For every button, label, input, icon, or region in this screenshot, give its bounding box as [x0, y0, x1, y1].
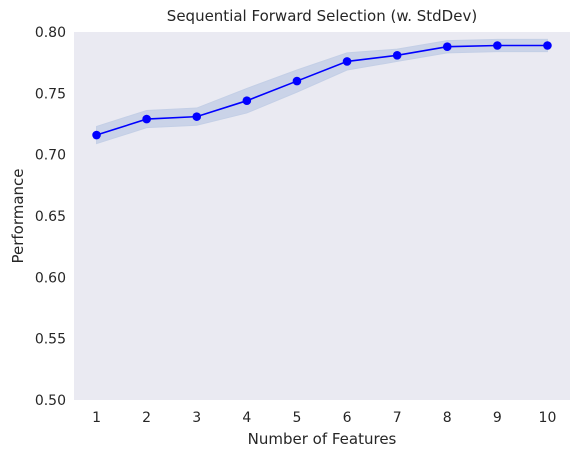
data-point: [192, 112, 202, 121]
y-tick-label: 0.80: [35, 25, 66, 41]
data-point: [493, 41, 502, 50]
plot-background: [74, 32, 570, 400]
series-line-layer: [96, 44, 548, 136]
y-tick-labels: 0.50 0.55 0.60 0.65 0.70 0.75 0.80: [35, 25, 66, 409]
data-point: [342, 57, 352, 66]
x-tick-label: 10: [539, 410, 557, 426]
std-band: [96, 38, 548, 145]
y-axis-label: Performance: [9, 168, 27, 263]
data-point: [543, 41, 552, 50]
series-line: [96, 44, 548, 136]
x-tick-label: 7: [393, 410, 402, 426]
y-tick-label: 0.50: [35, 393, 66, 409]
y-tick-label: 0.70: [35, 148, 66, 164]
x-tick-label: 3: [192, 410, 201, 426]
x-tick-label: 5: [292, 410, 301, 426]
x-tick-label: 6: [343, 410, 352, 426]
x-tick-label: 1: [92, 410, 101, 426]
x-axis-label: Number of Features: [248, 430, 397, 448]
data-point: [242, 96, 252, 105]
data-points-layer: [92, 41, 552, 140]
x-tick-labels: 1 2 3 4 5 6 7 8 9 10: [92, 410, 556, 426]
data-point: [142, 114, 151, 124]
x-tick-label: 4: [242, 410, 251, 426]
chart-title: Sequential Forward Selection (w. StdDev): [167, 7, 477, 25]
y-tick-label: 0.60: [35, 270, 66, 286]
x-tick-label: 2: [142, 410, 151, 426]
x-tick-label: 9: [493, 410, 502, 426]
y-tick-label: 0.65: [35, 209, 66, 225]
std-band-layer: [96, 38, 548, 145]
data-point: [442, 42, 452, 52]
y-tick-label: 0.75: [35, 86, 66, 102]
x-tick-label: 8: [443, 410, 452, 426]
data-point: [292, 76, 302, 86]
data-point: [392, 51, 402, 60]
data-point: [92, 130, 101, 140]
y-tick-label: 0.55: [35, 332, 66, 348]
